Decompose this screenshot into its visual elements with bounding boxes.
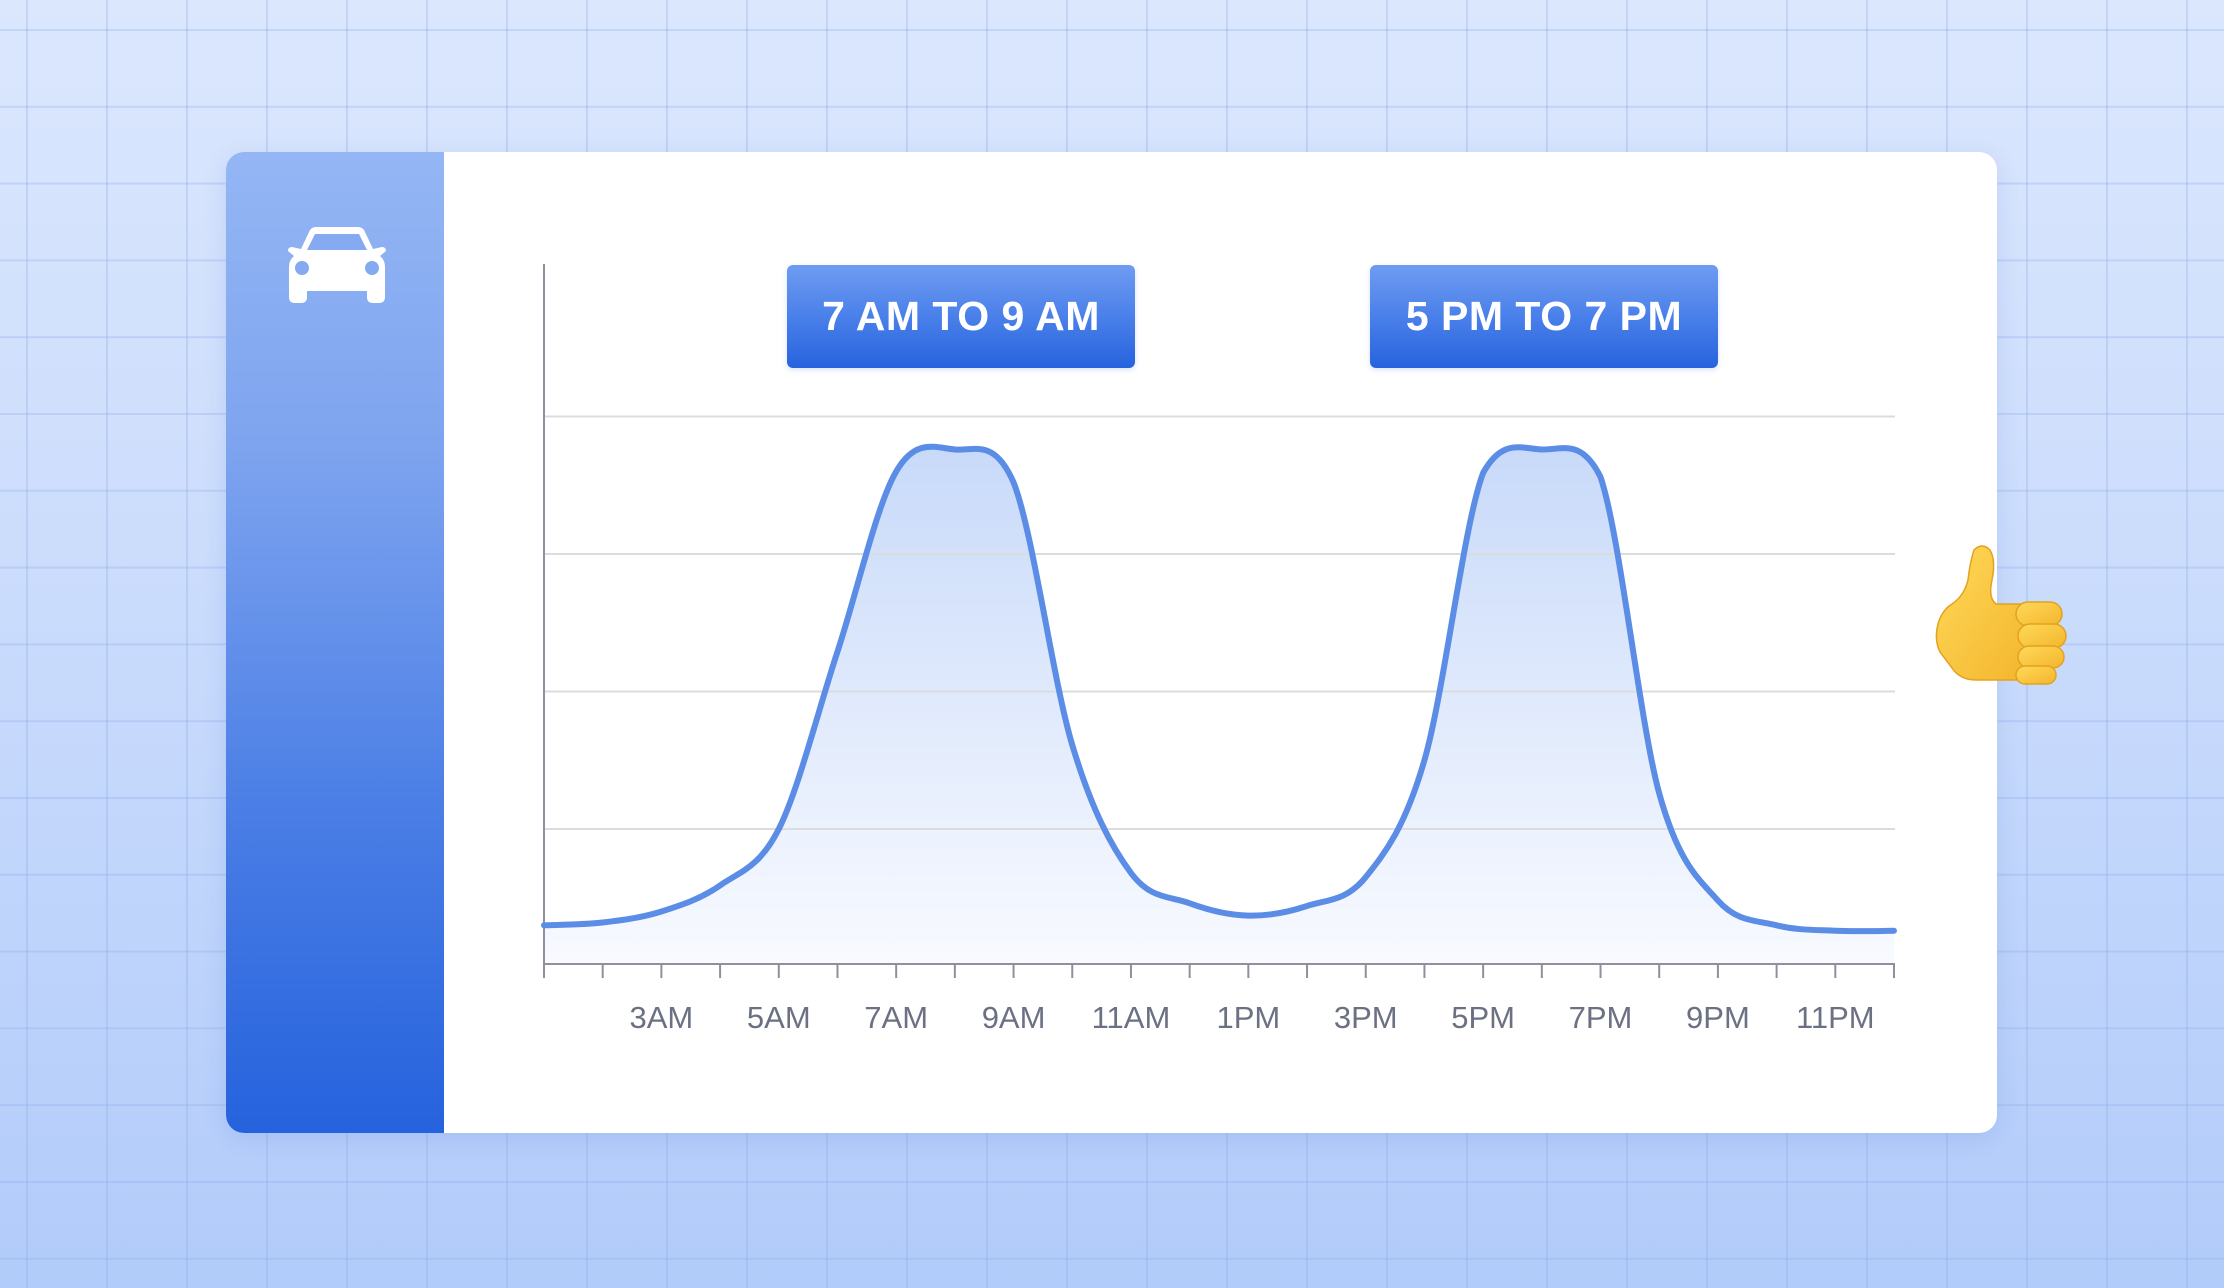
sidebar [226,152,444,1133]
thumbs-up-icon [1935,545,2067,685]
car-icon [288,227,386,303]
chart-card: 7 AM TO 9 AM 5 PM TO 7 PM [226,152,1997,1133]
annotation-badge-morning: 7 AM TO 9 AM [787,265,1135,368]
annotation-badge-evening-label: 5 PM TO 7 PM [1405,293,1683,339]
annotation-badge-morning-label: 7 AM TO 9 AM [822,293,1100,339]
annotation-badge-evening: 5 PM TO 7 PM [1370,265,1718,368]
